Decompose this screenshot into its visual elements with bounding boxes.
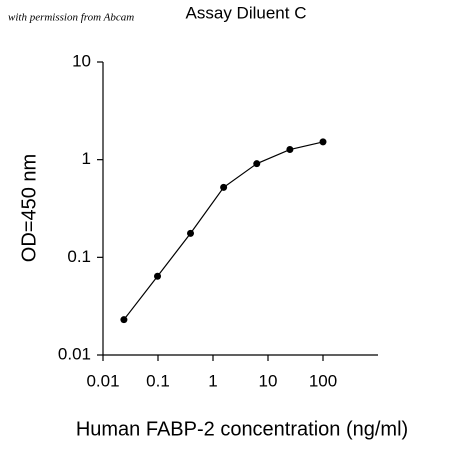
- data-point: [220, 183, 228, 191]
- data-point: [187, 229, 195, 237]
- data-point: [120, 316, 128, 324]
- chart-title: Assay Diluent C: [186, 3, 307, 22]
- x-tick-label: 1: [208, 371, 217, 390]
- y-tick-label: 1: [82, 149, 91, 168]
- data-point: [319, 138, 327, 146]
- data-point: [286, 146, 294, 154]
- x-axis-label: Human FABP-2 concentration (ng/ml): [76, 418, 408, 440]
- y-tick-label: 0.1: [67, 247, 91, 266]
- data-point: [154, 272, 162, 280]
- x-tick-label: 10: [259, 371, 278, 390]
- x-tick-label: 100: [309, 371, 337, 390]
- y-tick-label: 10: [72, 51, 91, 70]
- watermark: with permission from Abcam: [8, 12, 134, 24]
- y-tick-label: 0.01: [58, 344, 91, 363]
- y-axis-label: OD=450 nm: [18, 154, 40, 262]
- x-tick-label: 0.01: [86, 371, 119, 390]
- data-point: [253, 160, 261, 168]
- x-tick-label: 0.1: [146, 371, 170, 390]
- series-line: [123, 141, 324, 321]
